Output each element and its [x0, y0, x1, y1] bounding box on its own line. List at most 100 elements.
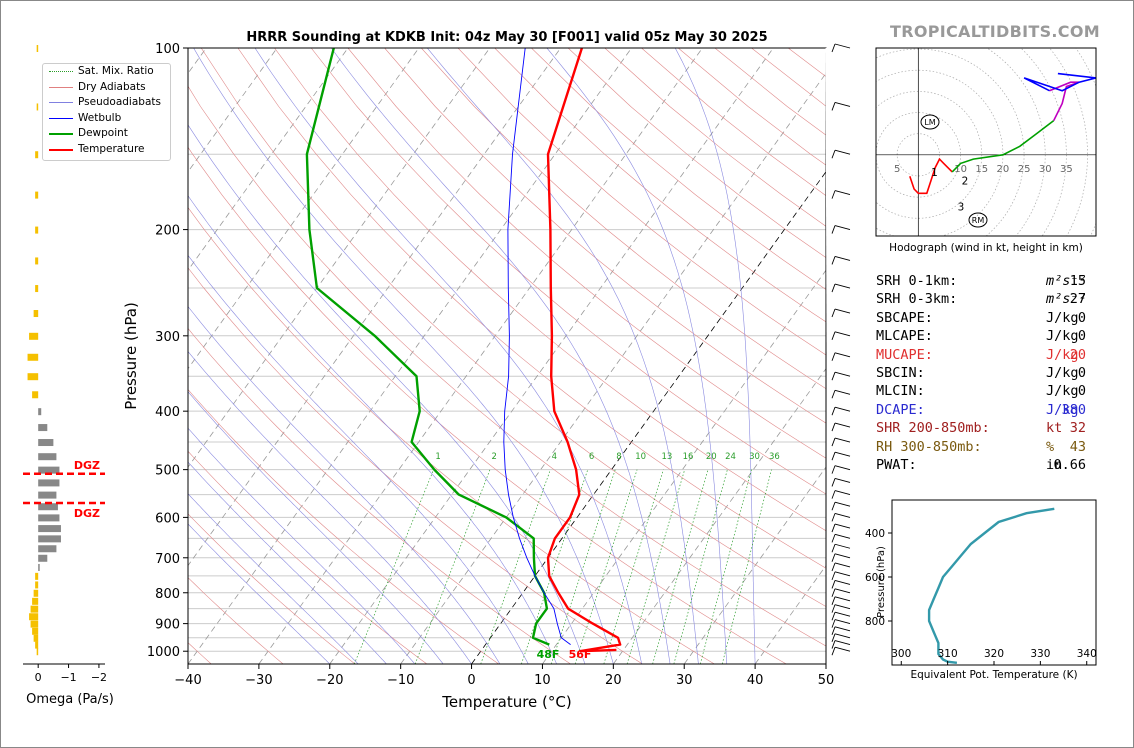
isotherm [188, 48, 349, 271]
index-row: MLCIN: 0 J/kg [876, 382, 1116, 400]
moist-adiabat [188, 391, 444, 664]
wind-barb-flag [831, 308, 836, 318]
wind-barb [834, 308, 851, 314]
omega-bar [32, 627, 39, 635]
wind-barbs [831, 43, 851, 656]
index-row: SRH 0-3km: 27 m²s⁻² [876, 290, 1116, 308]
spacer [825, 47, 829, 665]
omega-bar [27, 353, 39, 361]
dry-adiabat [188, 389, 499, 664]
index-label: SRH 0-3km: [876, 291, 958, 308]
wind-barb [834, 501, 851, 507]
theta-y-tick-label: 600 [865, 572, 885, 584]
wind-barb-flag [831, 478, 836, 487]
height-label: 6 [1118, 116, 1125, 128]
wind-barb-flag [831, 553, 836, 562]
wind-barb-flag [831, 372, 836, 381]
isotherm [258, 48, 703, 664]
omega-tick-label: −1 [60, 671, 76, 684]
y-tick-label: 600 [155, 511, 180, 526]
dry-adiabat [188, 327, 571, 664]
x-tick-label: −20 [316, 673, 343, 688]
wind-barb-flag [831, 523, 836, 533]
wind-barb-flag [831, 604, 836, 613]
legend-item: Pseudoadiabats [43, 95, 170, 111]
wind-barb [834, 611, 851, 617]
y-tick-label: 800 [155, 587, 180, 602]
x-axis-label: Temperature (°C) [441, 693, 571, 711]
legend-label: Pseudoadiabats [78, 96, 161, 109]
ring-label: 30 [1039, 164, 1052, 175]
omega-panel: DGZ DGZ 0 −1 −2 Omega (Pa/s) [23, 45, 114, 707]
legend-label: Dewpoint [78, 127, 128, 140]
wind-barb-flag [831, 588, 836, 597]
dgz-label: DGZ [74, 459, 100, 472]
wind-barb [834, 619, 851, 625]
dry-adiabat [188, 267, 643, 664]
theta-e-profile [927, 507, 1055, 664]
mixing-ratio-line [652, 469, 709, 664]
hodograph-panel: 510152025303512369LMRMHodograph (wind in… [875, 47, 1125, 254]
hodograph-frame [875, 47, 1097, 237]
dry-adiabat [347, 48, 826, 459]
isotherm [188, 48, 420, 370]
omega-bar [33, 589, 39, 597]
index-value: 27 [1069, 291, 1086, 308]
surface-temp-label: 56F [569, 648, 592, 661]
omega-bar [38, 503, 58, 511]
wind-barb [834, 477, 851, 483]
wind-barb [834, 389, 851, 395]
y-tick-label: 1000 [147, 645, 180, 660]
wind-barb [834, 371, 851, 377]
wind-barb-flag [831, 571, 836, 581]
mixing-ratio-label: 4 [552, 452, 557, 462]
dewpoint-profile [305, 48, 550, 646]
ring-label: 20 [997, 164, 1010, 175]
index-label: MLCAPE: [876, 328, 933, 345]
wind-barb-flag [831, 580, 836, 589]
omega-bar [38, 466, 60, 474]
y-tick-label: 400 [155, 405, 180, 420]
isotherm [0, 48, 135, 664]
omega-bar [33, 310, 39, 318]
legend-item: Sat. Mix. Ratio [43, 64, 170, 80]
index-row: SRH 0-1km: 15 m²s⁻² [876, 272, 1116, 290]
wind-barb-flag [831, 640, 836, 649]
moist-adiabat [188, 493, 359, 664]
omega-bar [35, 641, 39, 649]
temperature-profile [546, 48, 622, 653]
omega-tick-label: 0 [35, 671, 42, 684]
ring-label: 25 [1018, 164, 1031, 175]
theta-x-tick-label: 300 [891, 648, 911, 660]
omega-bar [33, 634, 39, 642]
legend-swatch [49, 117, 73, 119]
wind-barb [834, 283, 851, 289]
x-tick-label: 40 [747, 673, 764, 688]
x-tick-label: 20 [605, 673, 622, 688]
y-tick-label: 900 [155, 618, 180, 633]
y-axis-label: Pressure (hPa) [122, 302, 140, 410]
legend-label: Wetbulb [78, 111, 122, 124]
index-label: SBCIN: [876, 364, 925, 381]
wind-barb [834, 633, 851, 639]
legend-swatch [49, 102, 73, 104]
omega-bar [35, 285, 39, 293]
mixing-ratio-line [603, 469, 664, 664]
mixing-ratio-line [574, 469, 638, 664]
dry-adiabat [200, 48, 826, 607]
legend-swatch [49, 71, 73, 72]
index-unit: J/kg [1046, 328, 1079, 345]
theta-x-tick-label: 330 [1030, 648, 1050, 660]
index-unit: in [1046, 456, 1063, 473]
omega-bar [38, 535, 61, 543]
wind-barb-flag [831, 43, 836, 53]
x-tick-label: −10 [387, 673, 414, 688]
brand-watermark: TROPICALTIDBITS.COM [890, 22, 1100, 41]
dry-adiabat [188, 206, 715, 664]
isotherm [329, 48, 774, 664]
wind-barb-flag [831, 102, 836, 111]
wind-barb [834, 604, 851, 610]
index-label: SHR 200-850mb: [876, 420, 990, 437]
mixing-ratio-label: 24 [725, 452, 736, 462]
omega-bar [38, 545, 57, 553]
